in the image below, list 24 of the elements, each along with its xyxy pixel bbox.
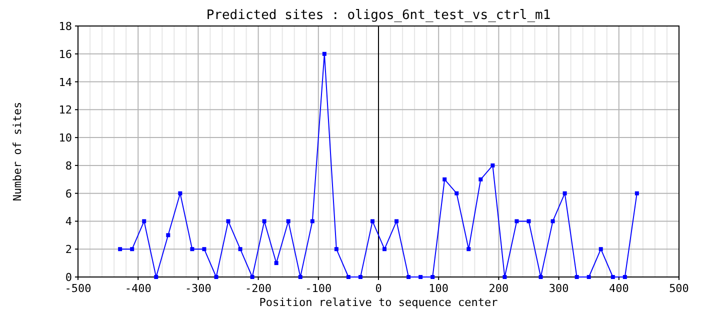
y-tick-label: 2 bbox=[65, 243, 72, 256]
x-tick-label: 500 bbox=[669, 282, 689, 295]
x-tick-label: 100 bbox=[428, 282, 449, 295]
x-tick-label: -100 bbox=[305, 282, 332, 295]
x-tick-label: -500 bbox=[64, 282, 92, 295]
x-tick-label: 200 bbox=[488, 282, 509, 295]
y-tick-label: 12 bbox=[58, 104, 72, 117]
chart-title: Predicted sites : oligos_6nt_test_vs_ctrl_m1 bbox=[206, 8, 551, 23]
x-tick-label: -200 bbox=[245, 282, 272, 295]
y-tick-label: 10 bbox=[58, 132, 72, 145]
x-tick-label: -400 bbox=[124, 282, 152, 295]
y-tick-label: 18 bbox=[58, 20, 72, 33]
x-tick-label: 300 bbox=[548, 282, 569, 295]
y-axis-title: Number of sites bbox=[11, 102, 24, 202]
x-tick-label: 400 bbox=[608, 282, 629, 295]
x-axis-title: Position relative to sequence center bbox=[259, 296, 498, 309]
y-tick-label: 0 bbox=[65, 271, 72, 284]
y-tick-label: 6 bbox=[65, 187, 72, 200]
y-tick-label: 4 bbox=[65, 215, 72, 228]
y-tick-label: 14 bbox=[58, 76, 72, 89]
y-tick-label: 16 bbox=[58, 48, 72, 61]
x-tick-label: -300 bbox=[184, 282, 212, 295]
y-tick-label: 8 bbox=[65, 159, 72, 172]
x-tick-label: 0 bbox=[375, 282, 382, 295]
